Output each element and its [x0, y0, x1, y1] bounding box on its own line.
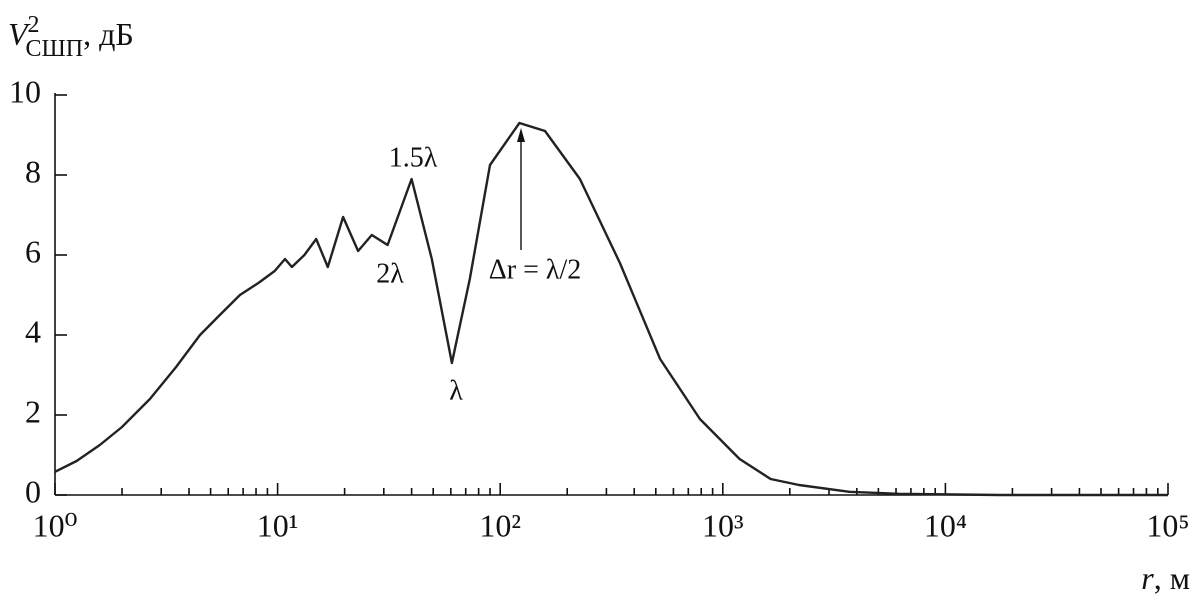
y-tick-label: 2 [25, 393, 41, 429]
y-tick-label: 10 [9, 73, 41, 109]
y-label-sup: 2 [28, 12, 40, 38]
annotation: 2λ [376, 258, 404, 289]
x-tick-label: 10⁵ [1146, 507, 1189, 543]
y-tick-label: 8 [25, 153, 41, 189]
x-axis-label: r, м [1141, 560, 1190, 596]
x-tick-label: 10¹ [257, 507, 299, 543]
y-axis-label: V2 СШП, дБ [8, 12, 134, 62]
data-line [54, 121, 1168, 497]
y-label-symbol: V [8, 16, 31, 52]
y-label-unit: , дБ [83, 16, 134, 52]
x-tick-label: 10² [479, 507, 521, 543]
x-tick-label: 10⁴ [924, 507, 967, 543]
x-tick-label: 10⁰ [33, 507, 78, 543]
annotation: Δr = λ/2 [489, 254, 581, 285]
arrow-head [517, 128, 525, 142]
x-tick-label: 10³ [702, 507, 744, 543]
annotation: λ [449, 375, 463, 406]
annotation: 1.5λ [389, 142, 438, 173]
y-label-sub: СШП [26, 36, 84, 62]
y-tick-label: 0 [25, 473, 41, 509]
x-label-unit: , м [1154, 560, 1190, 596]
y-tick-label: 4 [25, 313, 41, 349]
x-label-symbol: r [1141, 560, 1154, 596]
y-tick-label: 6 [25, 233, 41, 269]
